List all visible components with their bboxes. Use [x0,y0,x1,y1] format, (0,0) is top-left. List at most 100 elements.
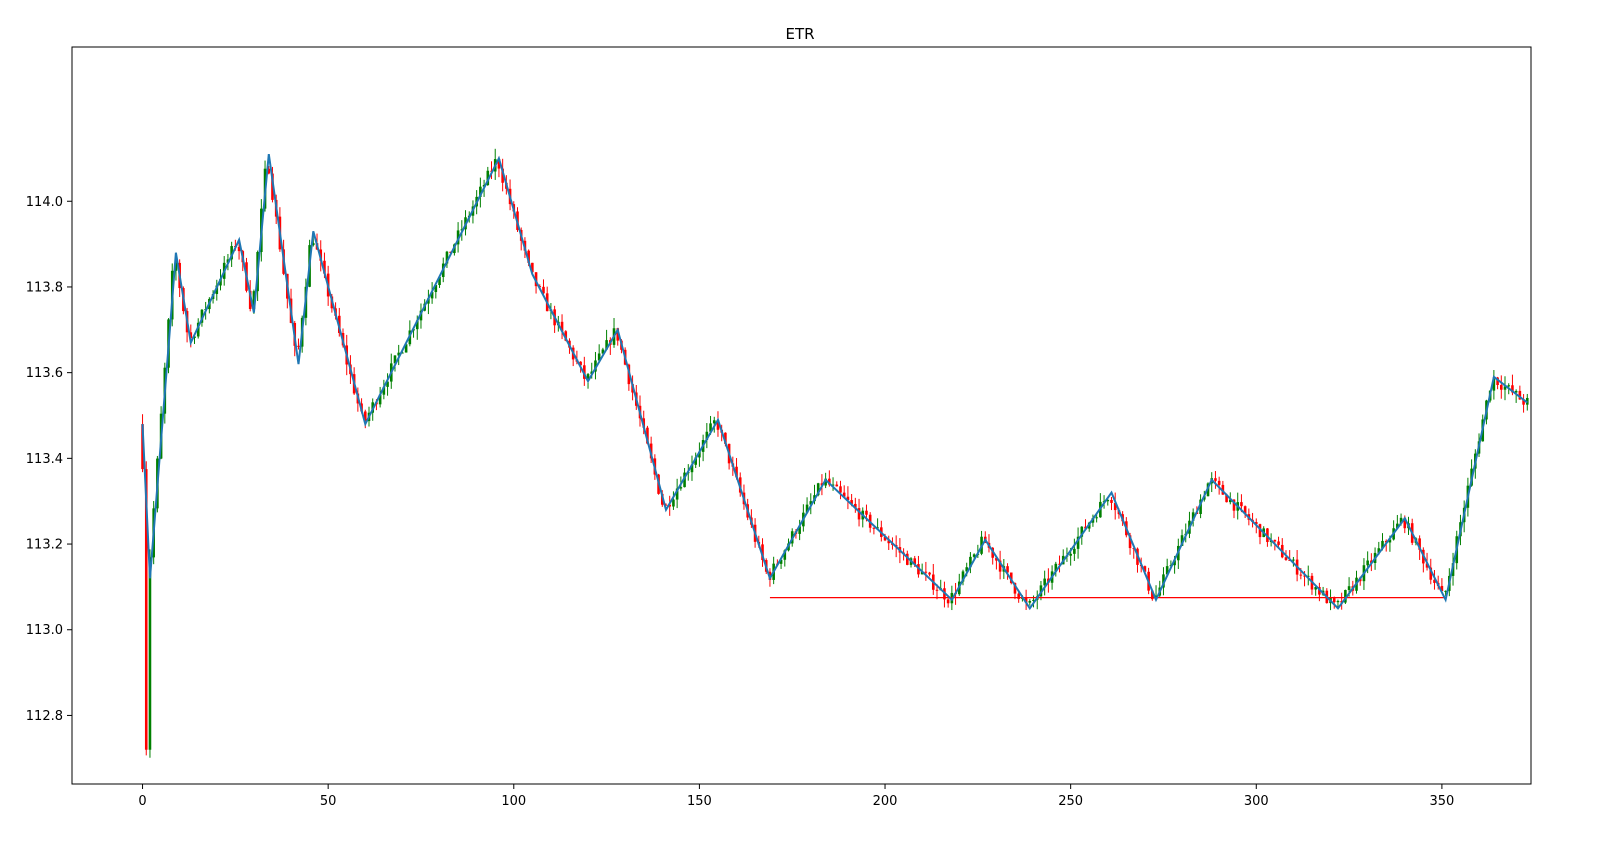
candle-body [1143,566,1147,572]
candle-body [805,504,809,513]
candle-body [542,286,545,294]
candle-body [928,572,931,575]
y-tick-label: 112.8 [26,709,63,724]
candle-body [1377,548,1381,553]
candle-body [1043,578,1046,586]
candle-body [1058,563,1061,565]
candle-body [230,246,233,260]
candle-body [1006,566,1009,573]
candle-body [828,478,831,485]
candle-body [1254,522,1258,525]
candle-body [835,484,839,487]
candle-body [705,431,709,440]
y-tick-label: 113.6 [26,366,63,381]
candle-body [798,526,801,534]
candle-body [219,278,222,286]
candle-body [816,483,820,496]
candle-body [906,553,909,565]
candle-body [594,360,597,372]
candle-body [679,487,683,489]
candle-body [586,374,590,379]
candle-body [1492,377,1496,391]
candle-body [460,229,464,231]
candle-body [946,599,950,604]
chart-title: ETR [785,25,814,43]
candle-body [854,503,857,509]
candle-body [809,501,813,505]
candle-body [193,336,196,338]
candle-body [716,420,720,430]
candle-body [1180,535,1184,546]
candle-body [1162,574,1165,588]
candle-body [839,486,842,493]
candle-body [393,355,397,364]
candle-body [427,298,430,304]
candle-body [1009,572,1013,584]
candle-body [690,464,694,473]
candle-body [560,321,564,332]
candle-body [1500,385,1503,390]
candle-body [1344,590,1347,603]
candle-body [616,328,620,341]
candle-body [1258,524,1262,538]
candle-body [1507,385,1511,387]
candle-body [1214,478,1217,481]
candle-body [1240,502,1243,507]
candle-body [1232,499,1236,511]
candle-body [846,496,850,501]
x-tick-label: 250 [1058,794,1083,809]
candle-body [267,168,271,174]
candle-body [995,557,998,561]
candle-body [1073,548,1076,554]
candle-body [226,259,230,263]
candle-body [1165,566,1169,575]
candle-body [1503,386,1507,390]
candle-body [1032,599,1035,602]
candle-body [724,432,727,444]
candle-body [196,322,200,337]
candle-body [883,536,887,541]
candle-body [144,469,148,750]
x-tick-label: 200 [873,794,898,809]
candle-body [363,411,367,422]
candle-body [1243,506,1247,515]
candle-body [486,170,490,186]
candle-body [920,571,924,575]
y-tick-label: 113.0 [26,623,63,638]
candle-body [783,550,787,560]
candle-body [1076,536,1080,549]
candle-body [646,427,649,444]
candle-body [857,508,861,520]
candle-body [887,540,891,544]
candle-body [1080,526,1084,537]
candle-body [415,320,419,330]
candle-body [1106,499,1110,502]
x-tick-label: 350 [1429,794,1454,809]
candle-body [1128,535,1132,549]
candle-body [850,500,853,504]
candle-body [434,285,438,293]
candle-body [1388,539,1392,543]
candle-body [1314,587,1317,590]
candle-body [1273,539,1277,542]
candle-body [694,457,697,465]
candle-body [668,504,672,507]
candle-body [1444,590,1447,592]
candle-body [237,246,241,252]
candle-body [1347,586,1351,591]
candle-body [1514,390,1518,393]
y-tick-label: 114.0 [26,195,63,210]
candle-body [200,309,204,323]
candle-body [148,557,152,750]
candle-body [501,168,504,183]
candle-body [1306,575,1310,577]
candle-body [831,484,835,486]
candle-body [1418,538,1421,550]
candle-body [189,332,193,338]
candle-body [1433,579,1436,583]
x-tick-label: 300 [1244,794,1269,809]
candle-body [1299,574,1303,576]
candle-body [876,527,879,529]
candle-body [1191,512,1195,521]
candle-body [1084,526,1087,529]
